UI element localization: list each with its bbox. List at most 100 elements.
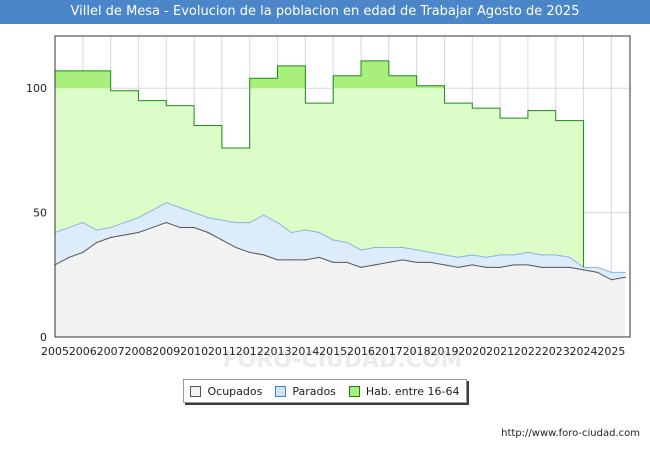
parados-point [346,241,348,244]
parados-point [555,254,557,256]
ocupados-point [555,266,557,268]
parados-point [513,254,515,256]
ocupados-point [249,251,251,254]
ocupados-point [346,261,348,263]
ocupados-point [137,231,140,234]
ocupados-point [193,226,195,229]
ocupados-point [610,279,612,281]
parados-point [276,221,279,224]
parados-point [82,221,84,224]
legend-item-hab: Hab. entre 16-64 [348,384,460,398]
watermark-text: FORO-CIUDAD.COM [223,348,463,373]
series-ocupados-area [55,222,626,337]
parados-point [110,226,112,229]
parados-point [249,221,251,224]
y-tick-label: 0 [40,331,47,344]
ocupados-point [569,266,571,268]
x-tick-label: 2011 [208,345,236,358]
parados-point [541,254,543,256]
chart-legend: Ocupados Parados Hab. entre 16-64 [183,379,467,403]
ocupados-point [471,264,473,266]
series-parados-line [54,202,626,273]
parados-point [304,229,306,231]
parados-point [123,221,126,224]
ocupados-point [332,261,334,263]
parados-point [318,231,320,234]
ocupados-point [276,259,279,261]
ocupados-point [527,264,529,266]
ocupados-point [374,264,376,266]
series-hab-line [55,60,585,268]
parados-point [429,251,432,254]
parados-point [165,202,167,204]
ocupados-point [457,266,459,268]
x-tick-label: 2017 [375,345,403,358]
x-tick-label: 2012 [236,345,264,358]
x-tick-label: 2006 [69,345,97,358]
ocupados-point [388,261,390,263]
x-tick-label: 2013 [264,345,292,358]
ocupados-point [304,259,306,261]
x-tick-label: 2020 [458,345,486,358]
parados-point [569,256,571,258]
parados-point [485,256,487,258]
ocupados-point [596,271,599,273]
series-hab-highlight [277,65,306,89]
parados-point [290,231,293,234]
ocupados-point [263,254,265,256]
series-hab-highlight [333,75,361,89]
plot-border [54,35,631,338]
ocupados-point [207,231,209,234]
parados-point [207,216,209,219]
legend-item-ocupados: Ocupados [190,385,262,398]
ocupados-point [110,236,112,239]
x-tick-label: 2025 [597,345,625,358]
parados-point [374,246,376,249]
parados-point [416,249,418,251]
series-hab-highlight [82,70,111,89]
ocupados-point [513,264,515,266]
ocupados-point [221,239,223,241]
ocupados-point [360,266,362,268]
x-tick-label: 2009 [152,345,180,358]
y-tick-label: 100 [26,82,47,95]
parados-point [582,266,585,268]
legend-item-parados: Parados [275,385,336,398]
ocupados-point [179,226,181,229]
x-tick-label: 2014 [291,345,319,358]
series-hab-highlight [388,75,417,89]
ocupados-point [443,264,446,266]
source-url[interactable]: http://www.foro-ciudad.com [501,428,640,439]
series-hab-highlight [416,85,445,89]
parados-point [360,249,362,251]
chart-title: Villel de Mesa - Evolucion de la poblaci… [0,0,650,24]
ocupados-point [541,266,543,268]
x-tick-label: 2018 [403,345,431,358]
parados-point [179,207,181,209]
x-tick-label: 2016 [347,345,375,358]
ocupados-point [429,261,432,263]
series-hab-highlight [55,70,83,89]
ocupados-point [96,241,98,244]
x-tick-label: 2024 [570,345,598,358]
parados-point [471,254,473,256]
ocupados-point [318,256,320,258]
legend-swatch-ocupados [190,385,202,397]
parados-point [263,214,265,216]
ocupados-point [151,226,153,229]
parados-point [235,221,237,224]
ocupados-point [582,269,585,271]
ocupados-point [165,221,167,224]
legend-swatch-hab [348,385,360,397]
x-tick-label: 2015 [319,345,347,358]
ocupados-point [82,251,84,254]
parados-point [499,254,501,256]
legend-label-parados: Parados [292,384,336,398]
parados-point [610,271,612,273]
legend-label-hab: Hab. entre 16-64 [365,384,460,398]
ocupados-point [235,246,237,249]
x-tick-label: 2023 [542,345,570,358]
ocupados-point [416,261,418,263]
ocupados-point [290,259,293,261]
